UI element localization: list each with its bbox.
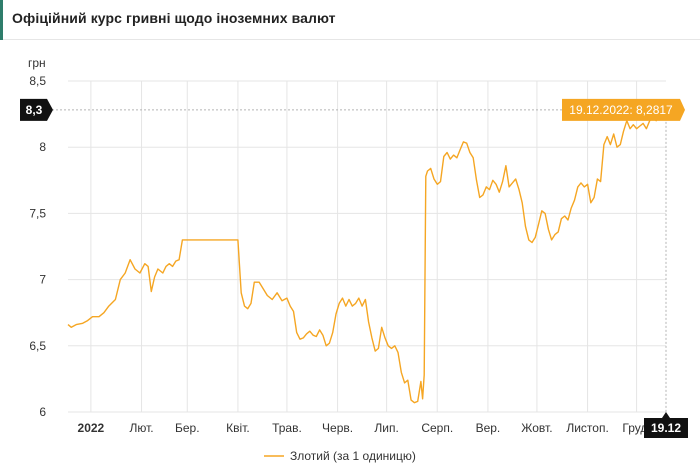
hover-markers: 8,3 19.12.2022: 8,2817 19.12 [20,98,688,438]
x-axis-ticks: 2022 Лют. Бер. Квіт. Трав. Черв. Лип. Серп. Вер.… [78,421,651,435]
tooltip-label: 19.12.2022: 8,2817 [569,103,673,117]
chart-header: Офіційний курс гривні щодо іноземних вал… [0,0,700,40]
x-tick-label: Бер. [175,421,200,435]
x-value-marker: 19.12 [644,412,688,438]
x-tick-label: Груд. [622,421,650,435]
header-accent-bar [0,0,3,40]
chart-title: Офіційний курс гривні щодо іноземних вал… [12,10,336,26]
y-marker-label: 8,3 [26,103,43,117]
y-tick-label: 6,5 [29,339,46,353]
tooltip-box [562,98,685,121]
x-tick-label: Лют. [129,421,153,435]
x-tick-label: Листоп. [566,421,608,435]
x-marker-label: 19.12 [651,421,681,435]
tooltip: 19.12.2022: 8,2817 [562,98,685,121]
x-tick-label: Жовт. [521,421,552,435]
y-tick-label: 6 [39,405,46,419]
y-tick-label: 8 [39,140,46,154]
x-tick-label: Серп. [421,421,453,435]
y-tick-label: 7 [39,273,46,287]
legend-label[interactable]: Злотий (за 1 одиницю) [290,449,416,463]
x-tick-label: Лип. [374,421,398,435]
y-axis-unit-label: грн [28,56,46,70]
x-marker-box [644,412,688,438]
chart-grid [68,80,666,413]
y-marker-box [20,98,53,121]
y-axis-ticks: 8,5 8 7,5 7 6,5 6 [29,74,46,419]
y-tick-label: 8,5 [29,74,46,88]
x-tick-label: Вер. [476,421,501,435]
x-tick-label: Квіт. [226,421,250,435]
x-tick-label: 2022 [78,421,105,435]
x-tick-label: Трав. [272,421,302,435]
y-value-marker: 8,3 [20,98,53,121]
x-tick-label: Черв. [322,421,353,435]
chart-legend[interactable]: Злотий (за 1 одиницю) [264,449,416,463]
y-tick-label: 7,5 [29,206,46,220]
series-line-zloty[interactable] [67,109,667,404]
